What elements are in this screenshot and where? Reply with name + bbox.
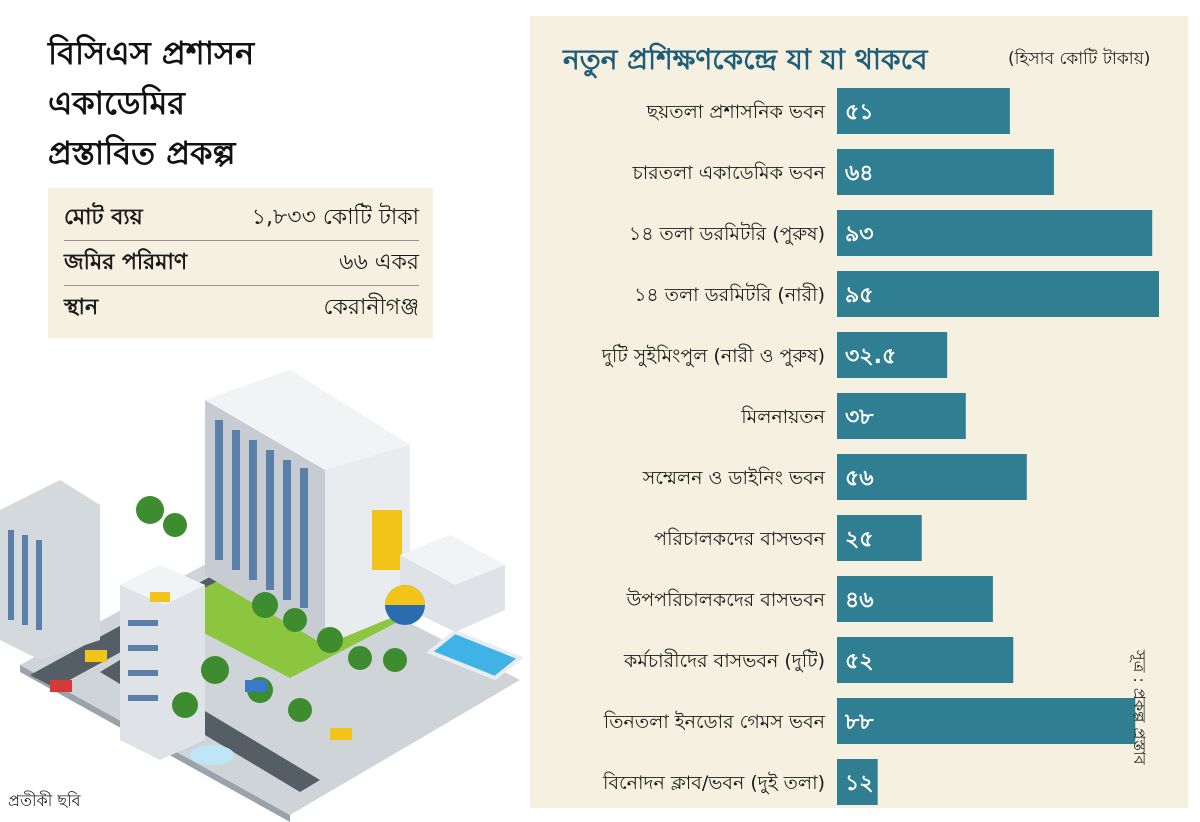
summary-value: ৬৬ একর (339, 249, 419, 275)
bar-value-label: ১২ (845, 771, 874, 796)
bar (837, 759, 878, 805)
summary-row-land: জমির পরিমাণ ৬৬ একর (64, 241, 419, 286)
bar (837, 149, 1054, 195)
summary-row-cost: মোট ব্যয় ১,৮৩৩ কোটি টাকা (64, 196, 419, 241)
headline-line-3: প্রস্তাবিত প্রকল্প (48, 134, 236, 172)
headline-line-1: বিসিএস প্রশাসন (48, 34, 255, 72)
headline-line-2: একাডেমির (48, 84, 185, 122)
summary-row-location: স্থান কেরানীগঞ্জ (64, 286, 419, 330)
category-label: বিনোদন ক্লাব/ভবন (দুই তলা) (602, 772, 825, 794)
category-label: সম্মেলন ও ডাইনিং ভবন (642, 467, 826, 489)
car-icon (330, 728, 352, 740)
source-note: সূত্র : প্রকল্প প্রস্তাব (1130, 650, 1149, 765)
bar (837, 576, 993, 622)
summary-table: মোট ব্যয় ১,৮৩৩ কোটি টাকা জমির পরিমাণ ৬৬… (48, 188, 433, 338)
category-label: দুটি সুইমিংপুল (নারী ও পুরুষ) (601, 344, 825, 367)
summary-label: স্থান (64, 294, 99, 320)
category-label: ১৪ তলা ডরমিটরি (নারী) (634, 283, 825, 306)
category-label: ১৪ তলা ডরমিটরি (পুরুষ) (629, 222, 825, 245)
category-label: উপপরিচালকদের বাসভবন (625, 588, 825, 611)
campus-illustration (0, 370, 524, 822)
category-label: মিলনায়তন (740, 406, 825, 428)
bar-value-label: ৫২ (845, 649, 874, 674)
summary-value: ১,৮৩৩ কোটি টাকা (251, 204, 419, 230)
bar (837, 393, 966, 439)
category-label: পরিচালকদের বাসভবন (654, 528, 825, 550)
headline: বিসিএস প্রশাসন একাডেমির প্রস্তাবিত প্রকল… (48, 28, 378, 178)
bar (837, 271, 1159, 317)
bar-value-label: ৩২.৫ (845, 344, 896, 369)
category-label: কর্মচারীদের বাসভবন (দুটি) (623, 649, 825, 672)
bar-value-label: ৫৬ (845, 466, 874, 491)
summary-value: কেরানীগঞ্জ (323, 294, 419, 320)
illustration-caption: প্রতীকী ছবি (8, 791, 81, 810)
fountain-icon (190, 745, 234, 765)
bar (837, 454, 1027, 500)
bar-value-label: ৯৩ (845, 222, 874, 247)
category-label: চারতলা একাডেমিক ভবন (632, 162, 826, 184)
bar-value-label: ৯৫ (845, 283, 874, 308)
bar (837, 515, 922, 561)
car-icon (245, 680, 267, 692)
bar-value-label: ৩৮ (845, 405, 874, 430)
accent-panel (372, 510, 402, 570)
car-icon (85, 650, 107, 662)
category-label: ছয়তলা প্রশাসনিক ভবন (646, 101, 826, 123)
side-building (0, 480, 100, 660)
bar-value-label: ৬৪ (845, 161, 874, 186)
chart-subtitle: (হিসাব কোটি টাকায়) (1008, 49, 1151, 69)
bar-value-label: ৪৬ (845, 588, 874, 613)
chart-title: নতুন প্রশিক্ষণকেন্দ্রে যা যা থাকবে (563, 43, 928, 76)
bar-chart: ছয়তলা প্রশাসনিক ভবন ৫১ চারতলা একাডেমিক ভব… (601, 88, 1159, 805)
car-icon (50, 680, 72, 692)
bar (837, 332, 948, 378)
summary-label: মোট ব্যয় (64, 204, 143, 230)
bar-value-label: ৫১ (845, 100, 874, 125)
summary-label: জমির পরিমাণ (64, 249, 188, 275)
bar (837, 210, 1153, 256)
bar-value-label: ৮৮ (844, 710, 874, 735)
category-label: তিনতলা ইনডোর গেমস ভবন (603, 711, 826, 733)
bar (837, 698, 1136, 744)
pool-icon (426, 629, 524, 681)
bar-value-label: ২৫ (845, 527, 874, 552)
bar (837, 637, 1014, 683)
bar (837, 88, 1010, 134)
